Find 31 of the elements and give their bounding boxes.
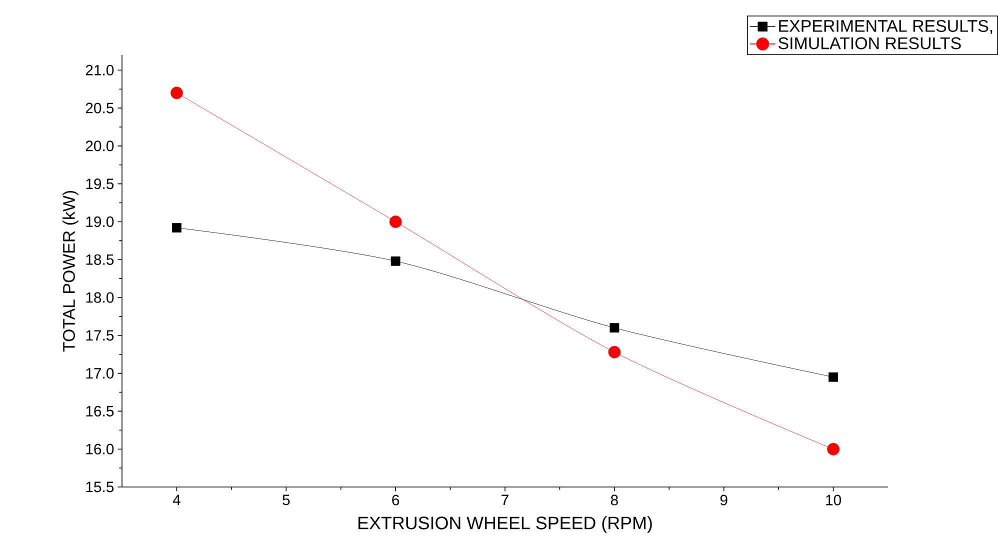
y-axis-title: TOTAL POWER (kW) xyxy=(62,190,78,352)
y-tick-label: 18.5 xyxy=(86,254,114,265)
point xyxy=(389,216,402,228)
y-tick-label: 16.5 xyxy=(86,406,114,416)
point xyxy=(610,323,620,333)
y-tick-label: 16.0 xyxy=(86,444,114,454)
x-tick-label: 8 xyxy=(610,494,618,506)
x-tick-label: 10 xyxy=(826,494,842,506)
y-tick-label: 17.0 xyxy=(86,368,114,379)
point xyxy=(170,86,183,100)
legend-label: SIMULATION RESULTS xyxy=(778,37,961,50)
point xyxy=(390,256,400,266)
x-tick-label: 5 xyxy=(282,494,290,506)
x-tick-label: 6 xyxy=(392,494,400,506)
point xyxy=(608,346,621,358)
y-tick-label: 20.0 xyxy=(86,140,114,152)
x-tick-label: 7 xyxy=(502,494,508,506)
y-tick-label: 19.5 xyxy=(86,178,114,190)
point xyxy=(828,372,838,382)
y-tick-label: 15.5 xyxy=(86,482,114,492)
x-axis-title: EXTRUSION WHEEL SPEED (RPM) xyxy=(358,516,652,533)
x-tick-label: 9 xyxy=(720,494,728,506)
legend-label: EXPERIMENTAL RESULTS, xyxy=(779,20,992,34)
y-tick-label: 19.0 xyxy=(86,216,114,228)
y-tick-label: 17.5 xyxy=(86,330,114,341)
y-tick-label: 18.0 xyxy=(86,292,114,303)
x-tick-label: 4 xyxy=(172,494,180,506)
point xyxy=(827,442,840,456)
y-tick-label: 20.5 xyxy=(86,102,114,114)
y-tick-label: 21.0 xyxy=(86,64,114,76)
point xyxy=(172,223,182,232)
